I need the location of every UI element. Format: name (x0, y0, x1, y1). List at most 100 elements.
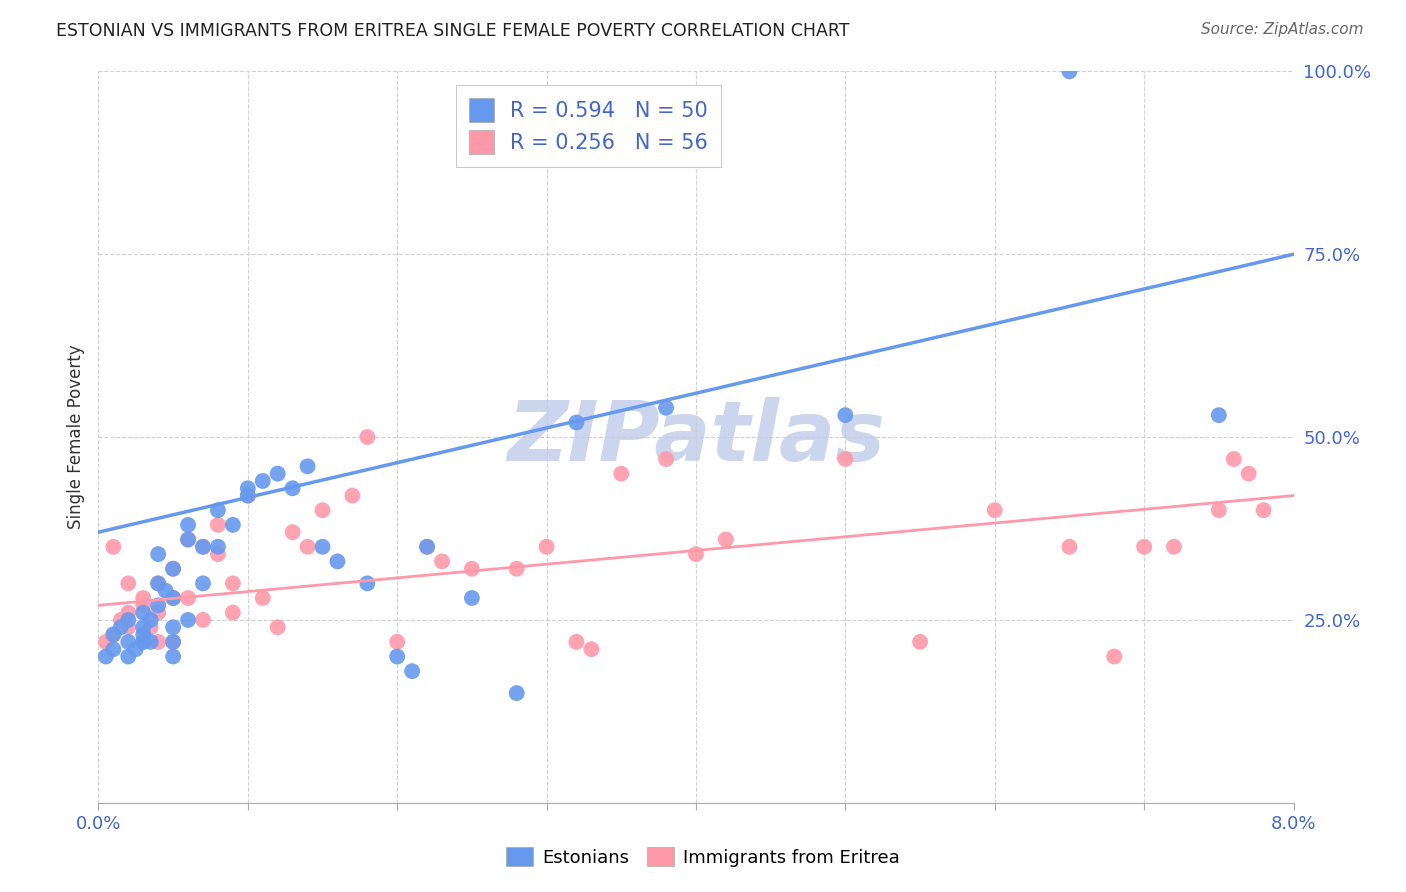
Point (834, 408, 856, 422)
Point (132, 635, 155, 649)
Point (1163, 540, 1185, 554)
Point (416, 540, 439, 554)
Point (148, 606, 170, 620)
Point (207, 540, 229, 554)
Point (139, 620, 162, 634)
Point (1104, 649, 1126, 664)
Point (191, 540, 214, 554)
Point (461, 591, 484, 605)
Point (191, 613, 214, 627)
Point (117, 613, 139, 627)
Point (461, 562, 484, 576)
Point (565, 635, 588, 649)
Point (148, 635, 170, 649)
Point (162, 591, 184, 605)
Point (117, 606, 139, 620)
Point (177, 591, 200, 605)
Point (207, 517, 229, 532)
Point (356, 576, 378, 591)
Point (1133, 540, 1156, 554)
Point (281, 481, 304, 495)
Point (236, 489, 259, 503)
Point (177, 533, 200, 547)
Point (342, 489, 364, 503)
Point (94, 649, 117, 664)
Point (117, 576, 139, 591)
Point (281, 525, 304, 540)
Point (132, 591, 155, 605)
Point (655, 401, 678, 415)
Point (162, 620, 184, 634)
Point (655, 452, 678, 467)
Point (148, 599, 170, 613)
Point (132, 606, 155, 620)
Point (297, 459, 319, 474)
Point (155, 583, 177, 598)
Point (385, 635, 409, 649)
Point (103, 642, 125, 657)
Point (326, 554, 349, 568)
Point (117, 649, 139, 664)
Point (139, 613, 162, 627)
Point (536, 540, 558, 554)
Point (581, 642, 603, 657)
Point (222, 576, 245, 591)
Point (132, 599, 155, 613)
Point (297, 540, 319, 554)
Point (110, 620, 132, 634)
Point (908, 635, 931, 649)
Point (1059, 540, 1081, 554)
Point (162, 591, 184, 605)
Point (191, 576, 214, 591)
Point (610, 467, 633, 481)
Point (117, 635, 139, 649)
Text: ZIPatlas: ZIPatlas (508, 397, 884, 477)
Point (834, 452, 856, 467)
Point (311, 503, 333, 517)
Point (1253, 503, 1275, 517)
Point (162, 649, 184, 664)
Legend: R = 0.594   N = 50, R = 0.256   N = 56: R = 0.594 N = 50, R = 0.256 N = 56 (456, 86, 721, 167)
Point (416, 540, 439, 554)
Point (356, 430, 378, 444)
Point (252, 591, 274, 605)
Point (714, 533, 737, 547)
Point (177, 613, 200, 627)
Point (132, 627, 155, 641)
Point (139, 635, 162, 649)
Point (125, 642, 148, 657)
Text: Source: ZipAtlas.com: Source: ZipAtlas.com (1201, 22, 1364, 37)
Point (177, 533, 200, 547)
Text: ESTONIAN VS IMMIGRANTS FROM ERITREA SINGLE FEMALE POVERTY CORRELATION CHART: ESTONIAN VS IMMIGRANTS FROM ERITREA SING… (56, 22, 849, 40)
Point (1208, 408, 1230, 422)
Point (162, 562, 184, 576)
Point (1223, 452, 1246, 467)
Point (506, 562, 529, 576)
Point (132, 620, 155, 634)
Point (506, 686, 529, 700)
Point (222, 517, 245, 532)
Point (685, 547, 707, 561)
Point (1208, 503, 1230, 517)
Point (1237, 467, 1260, 481)
Point (110, 613, 132, 627)
Point (177, 517, 200, 532)
Point (1059, 64, 1081, 78)
Point (103, 627, 125, 641)
Point (385, 649, 409, 664)
Point (162, 635, 184, 649)
Point (430, 554, 453, 568)
Point (103, 627, 125, 641)
Point (252, 474, 274, 488)
Point (132, 635, 155, 649)
Point (148, 547, 170, 561)
Point (103, 540, 125, 554)
Point (311, 540, 333, 554)
Point (984, 503, 1007, 517)
Point (401, 664, 423, 678)
Point (236, 489, 259, 503)
Point (236, 481, 259, 495)
Point (267, 467, 290, 481)
Point (148, 576, 170, 591)
Point (207, 547, 229, 561)
